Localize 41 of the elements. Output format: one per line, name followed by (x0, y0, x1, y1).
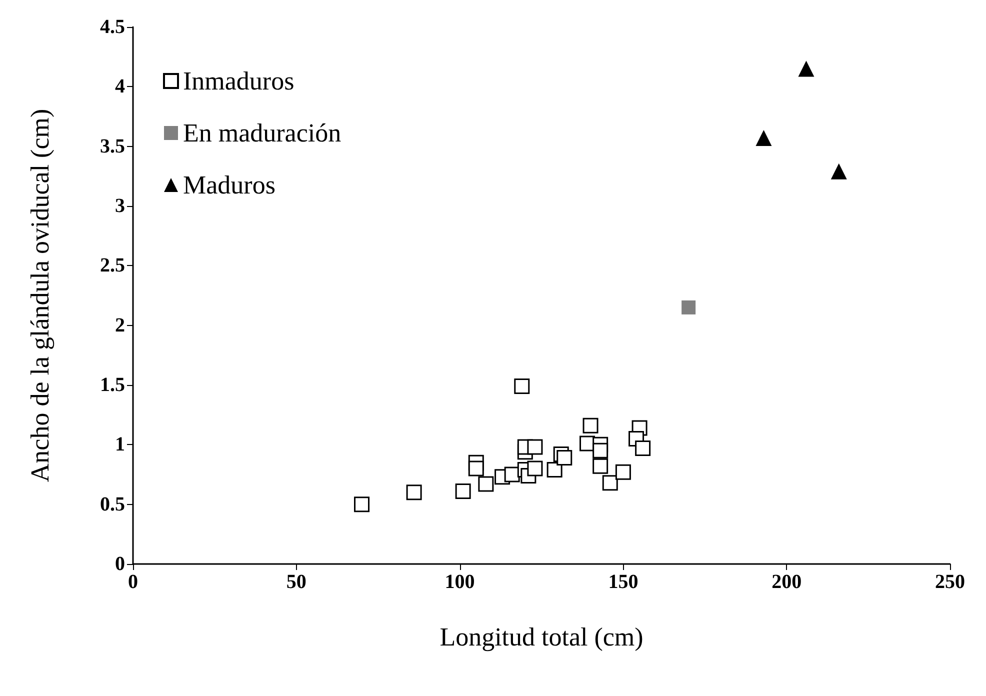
x-tick-label: 150 (608, 571, 638, 593)
x-tick-label: 200 (772, 571, 802, 593)
point (478, 476, 494, 492)
point (635, 440, 651, 456)
point (514, 378, 530, 394)
y-tick-label: 4.5 (100, 16, 125, 38)
y-tick-label: 4 (115, 76, 125, 98)
point (527, 439, 543, 455)
y-tick-label: 2 (115, 314, 125, 336)
legend-label: Maduros (183, 170, 276, 200)
point (504, 466, 520, 482)
y-tick-label: 3 (115, 195, 125, 217)
point (582, 418, 598, 434)
y-axis-title: Ancho de la glándula oviducal (cm) (26, 108, 54, 482)
y-tick-label: 1 (115, 434, 125, 456)
point (592, 442, 608, 458)
point (468, 460, 484, 476)
legend-label: En maduración (183, 118, 342, 148)
x-tick-label: 250 (935, 571, 965, 593)
point (756, 130, 772, 146)
point (455, 483, 471, 499)
y-tick-label: 0.5 (100, 493, 125, 516)
point (592, 458, 608, 474)
point (798, 60, 814, 77)
point (527, 460, 543, 476)
legend-label: Inmaduros (183, 66, 294, 96)
point (682, 300, 696, 314)
x-tick-label: 100 (444, 571, 475, 593)
y-tick-label: 0 (115, 553, 125, 575)
point (556, 450, 572, 466)
y-tick-label: 1.5 (100, 374, 125, 396)
point (602, 475, 618, 491)
point (830, 163, 847, 180)
point (546, 462, 562, 478)
y-tick-label: 2.5 (100, 254, 125, 277)
point (354, 496, 370, 512)
point (406, 484, 422, 500)
x-axis-title: Longitud total (cm) (440, 622, 644, 652)
x-tick-label: 50 (286, 571, 306, 593)
y-tick-label: 3.5 (100, 135, 125, 158)
point (615, 464, 631, 480)
